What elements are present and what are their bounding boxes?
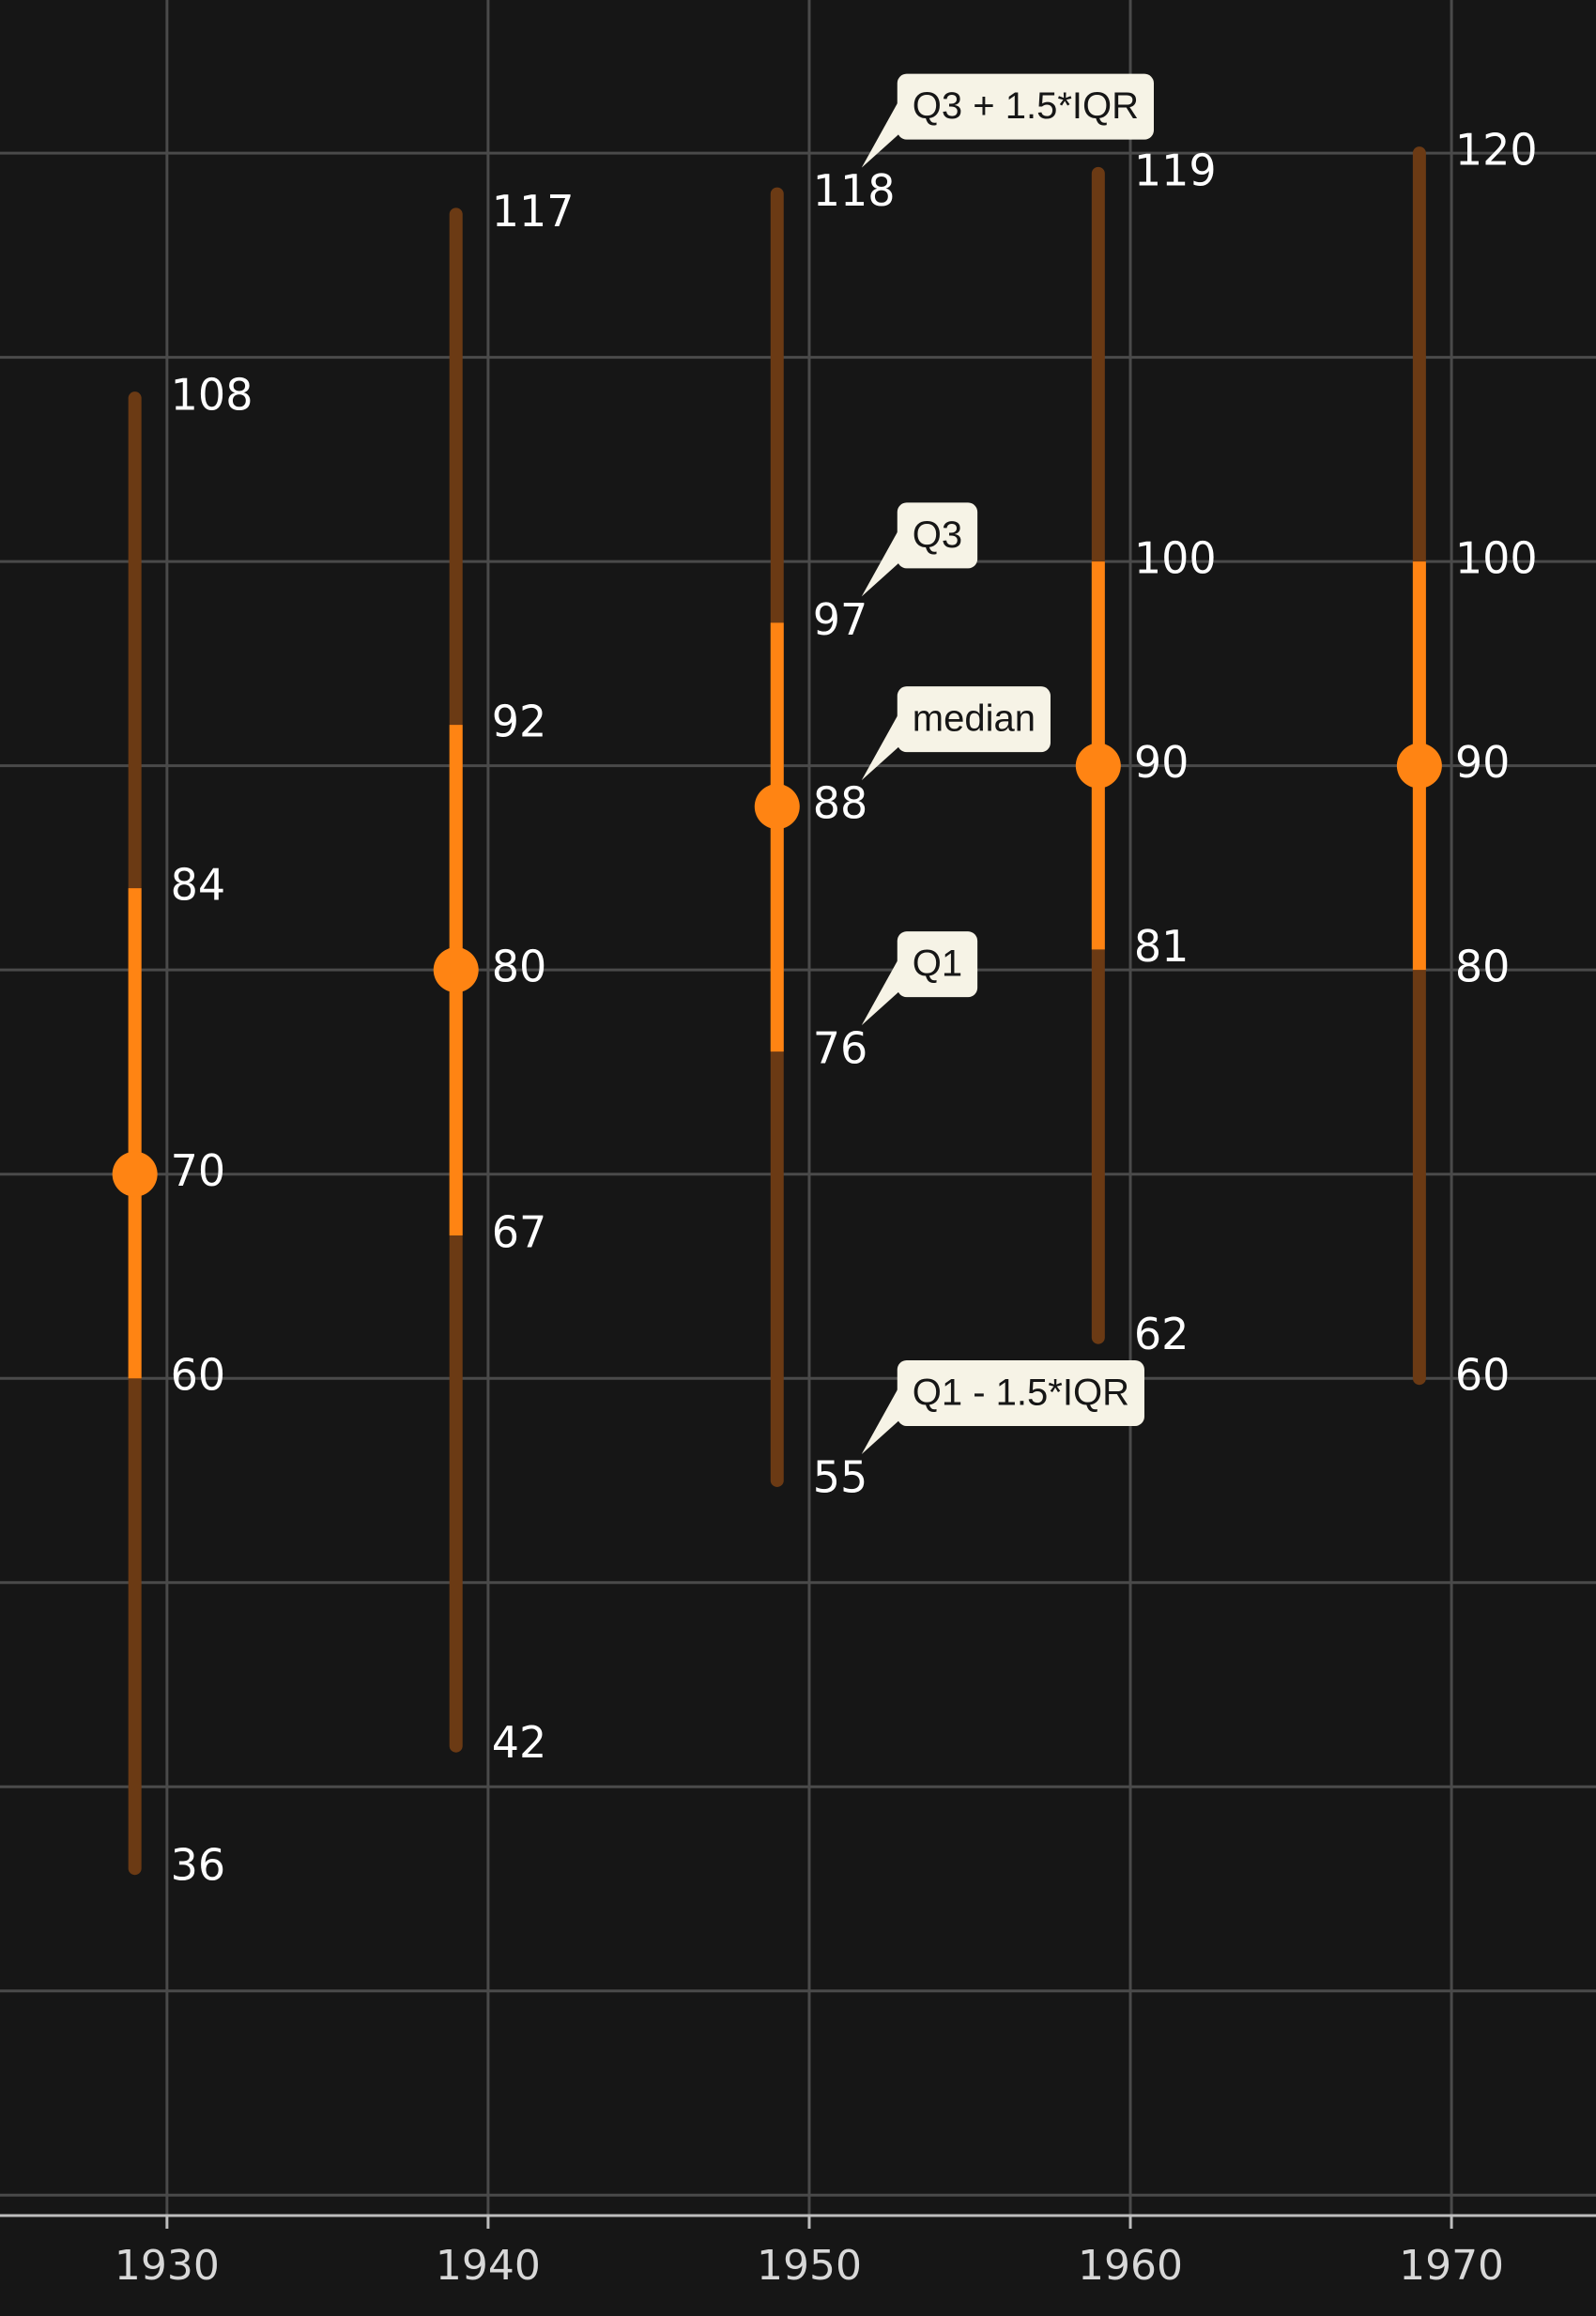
value-label-q3: 100 [1134,533,1217,584]
box-group: 36 60 70 84 108 [112,370,253,1891]
value-label-q3: 92 [492,697,547,747]
callout: Q3 + 1.5*IQR [861,73,1155,168]
callout-pointer [861,713,899,781]
callouts: Q3 + 1.5*IQR Q3 median Q1 Q1 - 1.5*IQR [861,73,1155,1454]
plot-marks: 36 60 70 84 108 42 67 80 92 117 55 76 88 97 118 62 81 90 1… [112,125,1538,1891]
x-tick-label: 1930 [115,2242,220,2290]
value-label-low: 62 [1134,1309,1189,1359]
callout-text: Q1 [913,943,962,985]
value-label-q1: 80 [1455,942,1511,992]
callout-pointer [861,529,899,597]
value-label-low: 60 [1455,1350,1511,1401]
value-label-q1: 67 [492,1206,547,1257]
callout: Q1 - 1.5*IQR [861,1359,1144,1454]
value-label-median: 90 [1134,737,1189,788]
callout-box [897,73,1155,140]
median-point [1075,743,1121,789]
callout-box [897,1359,1144,1426]
callout-box [897,686,1051,753]
callout-pointer [861,1386,899,1454]
value-label-q3: 84 [171,860,226,911]
value-label-high: 120 [1455,125,1538,176]
callout: median [861,686,1051,781]
value-label-q3: 100 [1455,533,1538,584]
callout-pointer [861,958,899,1026]
x-tick-label: 1960 [1078,2242,1183,2290]
value-label-high: 117 [492,186,575,237]
value-label-high: 119 [1134,145,1217,195]
value-label-high: 118 [813,165,896,216]
callout-text: Q3 + 1.5*IQR [913,85,1139,127]
value-label-median: 90 [1455,737,1511,788]
box-group: 60 80 90 100 120 [1396,125,1538,1401]
x-axis: 1930 1940 1950 1960 1970 [0,2214,1596,2290]
grid [0,0,1596,2216]
value-label-low: 55 [813,1451,868,1502]
callout-text: Q1 - 1.5*IQR [913,1373,1129,1414]
median-point [1396,743,1442,789]
x-tick-label: 1970 [1399,2242,1504,2290]
value-label-high: 108 [171,370,253,421]
value-label-median: 80 [492,942,547,992]
median-point [754,784,800,830]
value-label-q3: 97 [813,594,868,645]
callout-pointer [861,100,899,168]
callout-text: Q3 [913,514,962,556]
callout-box [897,931,978,998]
box-group: 42 67 80 92 117 [433,186,575,1768]
callout-text: median [913,698,1036,740]
value-label-low: 42 [492,1717,547,1768]
x-tick-label: 1940 [436,2242,541,2290]
value-label-q1: 60 [171,1350,226,1401]
callout-box [897,502,978,569]
box-group: 62 81 90 100 119 [1075,145,1217,1359]
median-point [433,947,479,993]
value-label-median: 88 [813,778,868,829]
x-tick-label: 1950 [757,2242,862,2290]
value-label-low: 36 [171,1840,226,1891]
median-point [112,1151,158,1197]
callout: Q1 [861,931,978,1026]
value-label-median: 70 [171,1145,226,1196]
value-label-q1: 76 [813,1023,868,1074]
box-group: 55 76 88 97 118 [754,165,896,1502]
callout: Q3 [861,502,978,597]
value-label-q1: 81 [1134,921,1189,972]
